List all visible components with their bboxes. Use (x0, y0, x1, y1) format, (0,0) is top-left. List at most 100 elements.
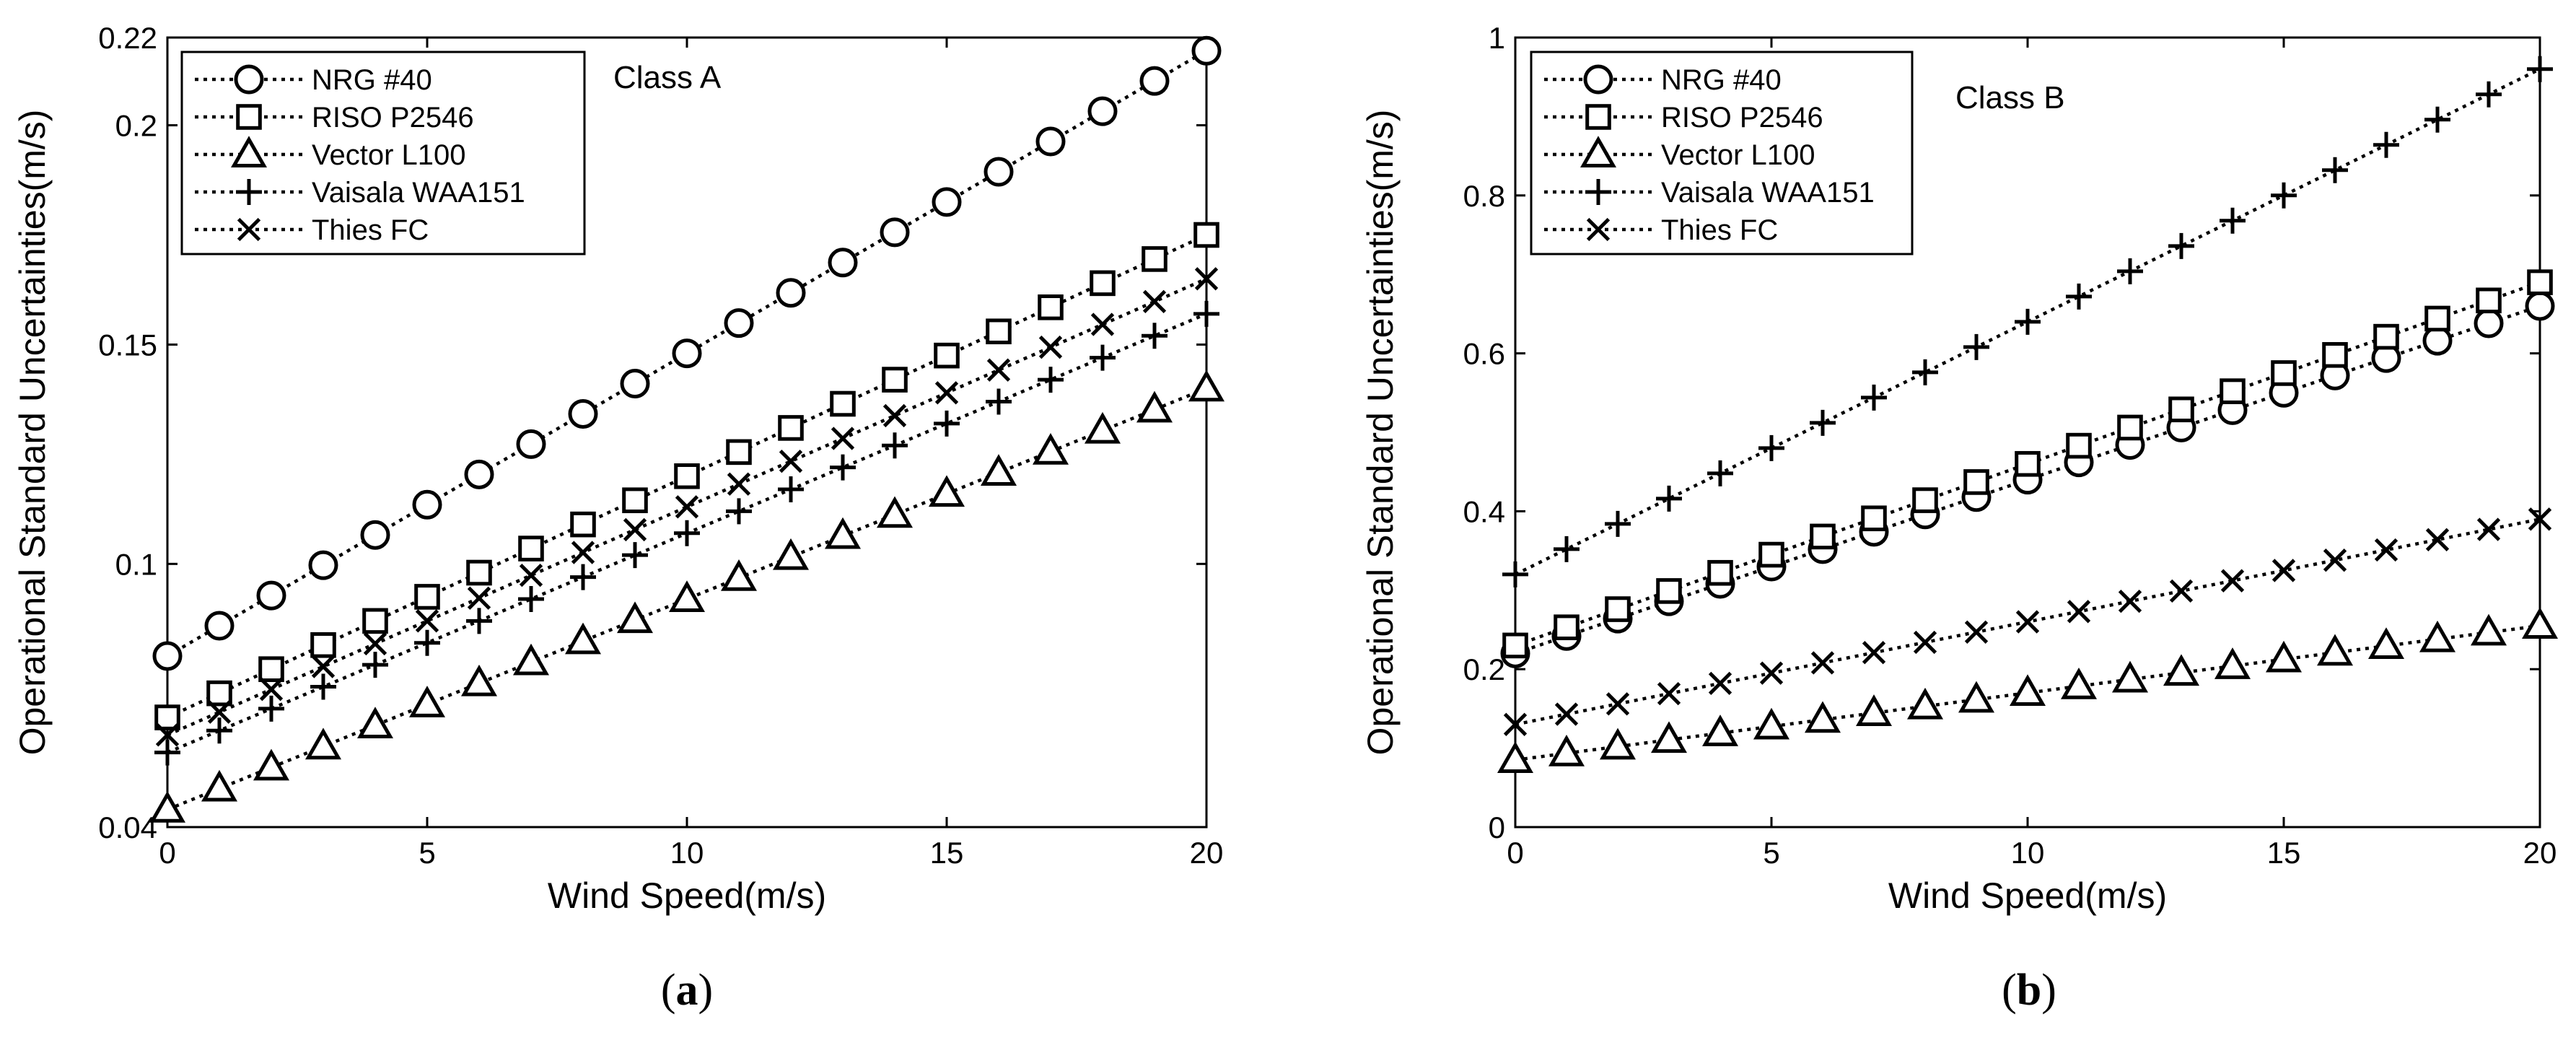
data-point (2474, 308, 2504, 338)
data-point (1548, 734, 1585, 766)
data-point (1090, 313, 1115, 336)
data-point (414, 629, 440, 656)
chart-panel-b: 0 5 10 15 20 0 0.2 0.4 0.6 0.8 1 Wind Speed(m/s) Ope… (1360, 21, 2559, 1015)
data-point (2373, 323, 2399, 350)
data-point (882, 367, 908, 393)
data-point (2015, 610, 2040, 634)
data-point (934, 342, 960, 369)
data-point (2220, 378, 2246, 404)
data-point (1035, 126, 1066, 157)
x-tick-label: 0 (159, 836, 175, 870)
data-point (720, 559, 758, 591)
data-point (2425, 528, 2450, 551)
data-point (310, 673, 336, 700)
series-line (1515, 304, 2541, 655)
data-point (1605, 596, 1631, 622)
chart-panel-a: 0 5 10 15 20 0.04 0.1 0.15 0.2 0.22 Wind Speed(m/s… (12, 21, 1225, 1015)
data-point (2015, 450, 2041, 477)
data-point (308, 550, 338, 580)
y-tick-label: 0.04 (98, 810, 157, 844)
data-point (932, 187, 962, 217)
data-point (1554, 536, 1580, 562)
data-point (675, 495, 699, 519)
x-tick-label: 15 (2267, 836, 2301, 870)
data-point (1193, 300, 1219, 327)
data-point (149, 790, 186, 823)
y-tick-label: 0.8 (1463, 179, 1505, 213)
y-axis-label: Operational Standard Uncertainties(m/s) (12, 110, 53, 756)
data-point (1758, 541, 1784, 568)
data-point (311, 655, 336, 678)
legend-entry: Vector L100 (1661, 139, 1815, 171)
data-point (674, 463, 700, 489)
data-point (571, 541, 595, 564)
x-tick-label: 10 (670, 836, 704, 870)
data-point (2009, 674, 2046, 707)
data-point (1503, 712, 1528, 736)
data-point (518, 585, 544, 612)
data-point (2111, 660, 2149, 693)
data-point (1090, 344, 1116, 371)
data-point (1656, 485, 1682, 512)
data-point (1963, 469, 1989, 495)
data-point (1657, 681, 1681, 706)
data-point (1090, 270, 1116, 297)
data-point (1038, 367, 1064, 393)
data-point (1707, 559, 1733, 586)
y-tick-label: 1 (1489, 21, 1505, 55)
y-tick-label: 0.2 (115, 109, 157, 143)
data-point (206, 680, 232, 707)
data-point (830, 454, 856, 481)
x-tick-label: 10 (2011, 836, 2045, 870)
data-point (1701, 715, 1739, 746)
data-point (466, 559, 492, 586)
legend-entry: NRG #40 (1661, 64, 1782, 96)
data-point (980, 454, 1017, 486)
data-point (1810, 523, 1836, 550)
data-point (570, 511, 596, 538)
class-annotation: Class A (613, 60, 722, 95)
x-tick-label: 0 (1507, 836, 1523, 870)
data-point (880, 217, 910, 248)
data-point (983, 157, 1014, 187)
data-point (2424, 305, 2450, 332)
data-point (356, 707, 394, 739)
data-point (154, 704, 180, 730)
class-annotation: Class B (1955, 80, 2065, 115)
data-point (1753, 707, 1790, 740)
data-point (727, 472, 751, 496)
y-tick-label: 0 (1489, 810, 1505, 844)
data-point (2060, 667, 2098, 699)
data-point (1656, 578, 1682, 604)
legend: NRG #40 RISO P2546 Vector L100 Vaisala WAA1… (1530, 51, 1914, 255)
data-point (363, 632, 387, 656)
legend-entry: Vaisala WAA151 (312, 177, 525, 209)
data-point (2316, 634, 2354, 666)
data-point (2476, 81, 2502, 108)
data-point (2169, 579, 2194, 603)
data-point (1142, 289, 1167, 314)
data-point (2527, 56, 2553, 82)
data-point (1804, 701, 1841, 733)
data-point (154, 739, 180, 766)
data-point (1599, 727, 1637, 760)
data-point (2422, 325, 2453, 356)
legend-marker (1585, 104, 1611, 130)
data-point (1707, 460, 1733, 486)
data-point (1188, 370, 1225, 402)
data-point (464, 459, 494, 489)
data-point (1136, 390, 1173, 423)
data-point (305, 727, 342, 760)
data-point (2271, 559, 2296, 582)
data-point (512, 643, 550, 676)
data-point (2525, 291, 2555, 321)
data-point (2470, 613, 2507, 646)
data-point (1193, 222, 1219, 248)
data-point (1906, 687, 1944, 720)
data-point (2066, 432, 2092, 459)
data-point (2528, 507, 2552, 531)
data-point (1958, 681, 1995, 713)
data-point (726, 498, 752, 525)
data-point (1502, 632, 1528, 659)
